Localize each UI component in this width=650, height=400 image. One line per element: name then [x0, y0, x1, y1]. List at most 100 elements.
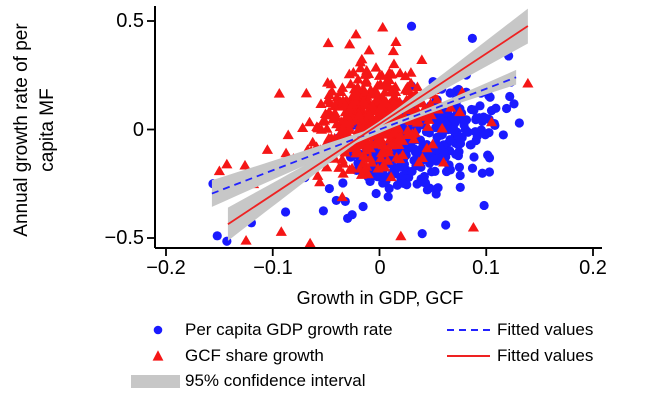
- scatter-point-red: [328, 100, 340, 111]
- scatter-point-red: [366, 100, 378, 110]
- scatter-point-red: [379, 161, 391, 172]
- scatter-point-red: [221, 158, 233, 169]
- scatter-point-blue: [406, 21, 417, 31]
- scatter-point-red: [409, 127, 421, 137]
- scatter-point-red: [395, 230, 407, 241]
- scatter-point-blue: [467, 163, 478, 173]
- scatter-point-red: [362, 68, 375, 79]
- triangle-marker-icon: [152, 350, 164, 361]
- scatter-point-red: [408, 133, 420, 144]
- scatter-point-red: [275, 226, 287, 236]
- legend-label: Fitted values: [497, 346, 594, 365]
- y-axis-title-line1: Annual growth rate of per: [11, 23, 32, 237]
- x-axis-title: Growth in GDP, GCF: [296, 288, 464, 308]
- scatter-point-red: [427, 138, 439, 149]
- scatter-point-red: [385, 86, 397, 97]
- legend-label: Fitted values: [497, 320, 594, 339]
- scatter-point-blue: [445, 165, 456, 175]
- scatter-point-blue: [455, 138, 466, 149]
- scatter-point-red: [319, 108, 332, 118]
- scatter-point-blue: [484, 128, 494, 138]
- legend-entry-ci: 95% confidence interval: [131, 372, 366, 390]
- scatter-point-red: [411, 117, 423, 127]
- scatter-point-red: [333, 162, 345, 172]
- scatter-point-blue: [338, 178, 348, 188]
- scatter-point-blue: [318, 206, 328, 216]
- scatter-point-blue: [407, 166, 417, 176]
- scatter-point-red: [351, 139, 363, 149]
- scatter-point-red: [424, 98, 437, 108]
- scatter-point-blue: [394, 162, 405, 172]
- scatter-point-blue: [212, 231, 222, 241]
- scatter-point-red: [282, 129, 294, 140]
- scatter-point-red: [336, 82, 349, 92]
- scatter-point-red: [378, 95, 391, 105]
- scatter-point-red: [315, 98, 327, 109]
- scatter-point-blue: [454, 162, 465, 172]
- scatter-point-red: [374, 102, 386, 113]
- x-tick-label: 0.1: [472, 257, 500, 279]
- scatter-point-red: [437, 156, 450, 167]
- scatter-point-red: [394, 67, 406, 78]
- scatter-point-red: [213, 165, 225, 176]
- x-tick-label: −0.1: [253, 257, 293, 279]
- scatter-point-red: [361, 161, 373, 171]
- scatter-point-red: [422, 121, 434, 131]
- scatter-point-red: [363, 108, 375, 119]
- x-tick-label: 0: [374, 257, 386, 279]
- scatter-point-red: [362, 168, 374, 179]
- scatter-point-blue: [343, 213, 353, 223]
- scatter-point-red: [431, 93, 443, 104]
- scatter-point-blue: [280, 207, 291, 217]
- scatter-point-red: [405, 77, 417, 88]
- scatter-point-red: [416, 54, 428, 64]
- legend-entry-gdp-scatter: Per capita GDP growth rate: [138, 321, 393, 339]
- scatter-point-red: [379, 79, 391, 90]
- scatter-point-blue: [441, 220, 451, 230]
- scatter-point-red: [397, 149, 409, 160]
- scatter-point-red: [377, 147, 389, 158]
- scatter-point-red: [240, 234, 252, 245]
- ci-swatch-icon: [131, 374, 180, 388]
- scatter-point-red: [312, 122, 325, 133]
- y-tick-label: 0: [132, 119, 144, 141]
- scatter-point-blue: [459, 120, 469, 130]
- scatter-point-red: [363, 44, 375, 55]
- scatter-point-blue: [501, 103, 512, 114]
- scatter-point-blue: [454, 147, 464, 157]
- scatter-point-red: [385, 171, 397, 182]
- scatter-point-red: [366, 157, 378, 167]
- scatter-point-red: [347, 66, 360, 77]
- scatter-point-blue: [467, 33, 477, 43]
- scatter-point-red: [333, 129, 346, 139]
- scatter-point-red: [340, 111, 352, 121]
- scatter-point-red: [388, 58, 400, 69]
- scatter-point-blue: [439, 148, 449, 158]
- scatter-point-red: [273, 87, 285, 98]
- scatter-point-blue: [472, 131, 482, 141]
- scatter-point-red: [454, 106, 466, 117]
- legend-label: Per capita GDP growth rate: [185, 320, 393, 339]
- scatter-point-red: [349, 85, 362, 96]
- scatter-point-red: [356, 122, 369, 133]
- scatter-point-blue: [505, 91, 515, 102]
- scatter-point-red: [344, 38, 356, 49]
- scatter-point-red: [346, 162, 358, 173]
- scatter-point-red: [361, 134, 373, 145]
- scatter-point-red: [353, 109, 365, 119]
- y-tick-label: −0.5: [104, 227, 144, 249]
- scatter-point-red: [373, 109, 385, 119]
- scatter-point-blue: [420, 178, 431, 188]
- scatter-point-red: [405, 67, 417, 77]
- scatter-point-red: [331, 118, 343, 129]
- scatter-point-red: [445, 101, 457, 112]
- scatter-point-red: [300, 87, 312, 98]
- scatter-point-blue: [324, 183, 334, 194]
- scatter-point-blue: [392, 180, 402, 190]
- scatter-point-blue: [509, 99, 519, 109]
- x-tick-label: −0.2: [146, 257, 186, 279]
- scatter-point-red: [354, 56, 367, 67]
- dashed-line-icon: [447, 329, 490, 331]
- scatter-point-blue: [455, 170, 465, 181]
